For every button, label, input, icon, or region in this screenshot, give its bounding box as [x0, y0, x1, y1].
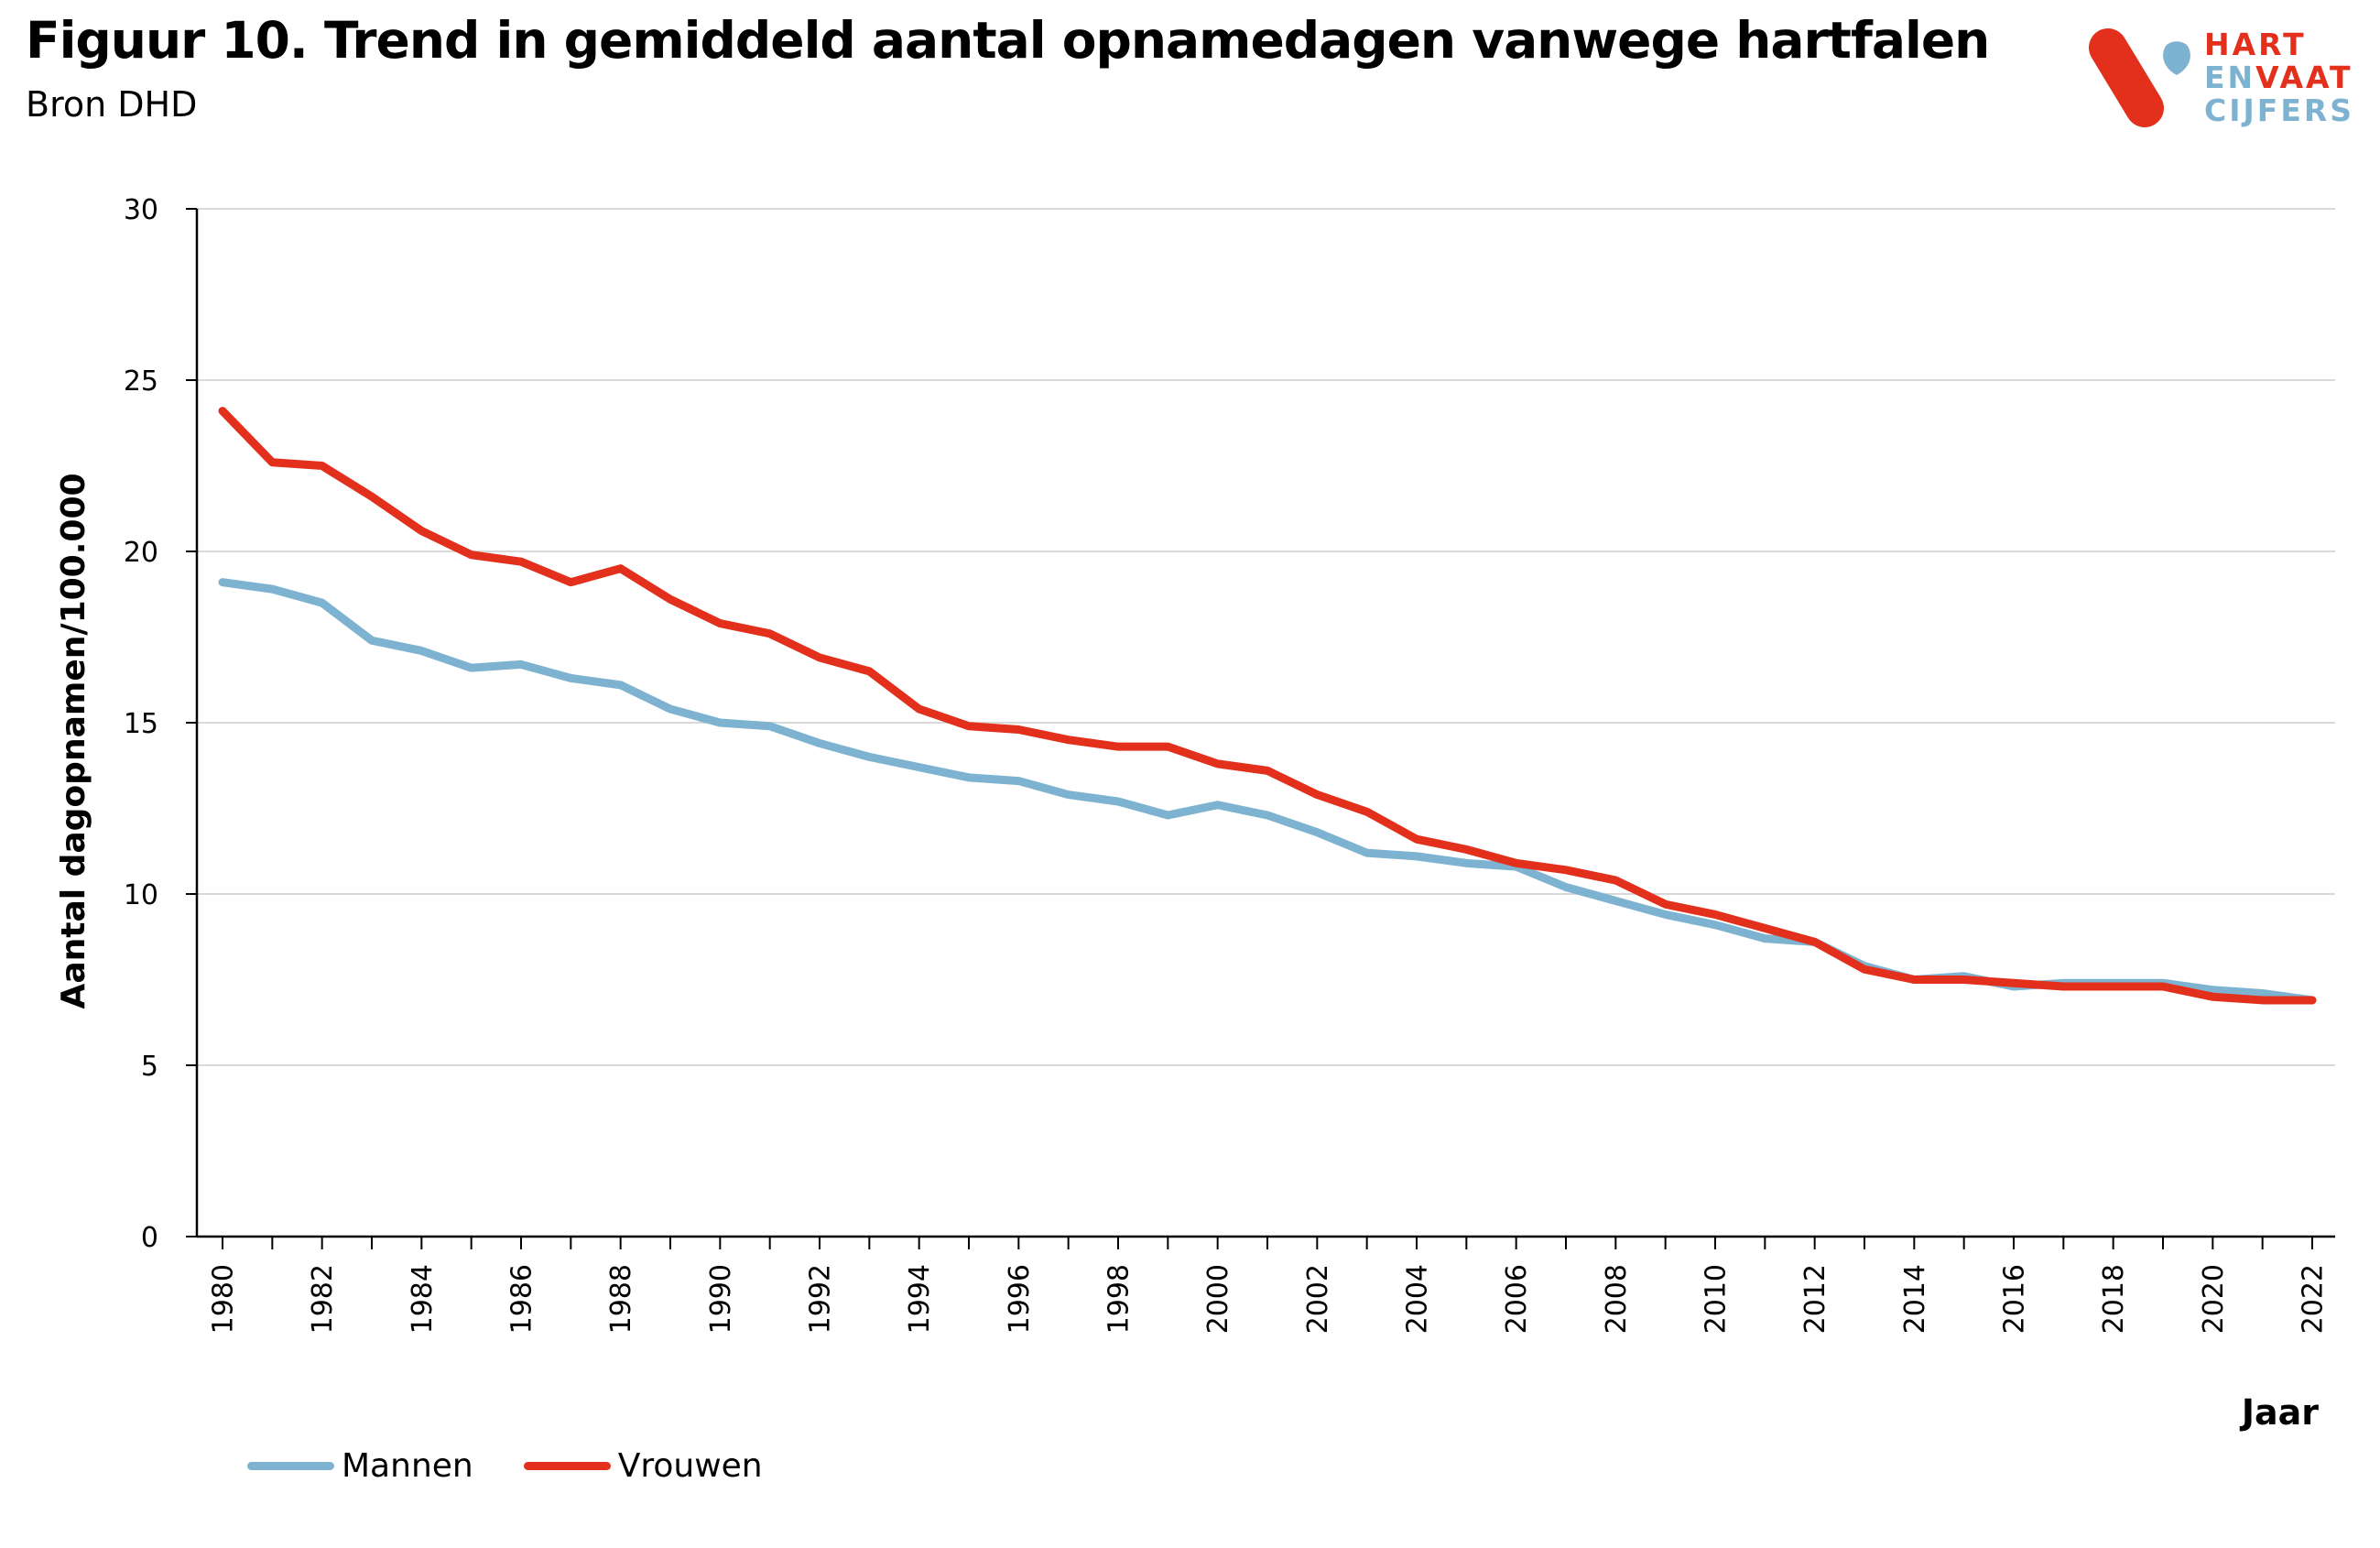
- logo-text-line1: HART: [2204, 27, 2307, 62]
- logo-text-line2: ENVAAT: [2204, 60, 2353, 95]
- x-tick-label: 2018: [2098, 1264, 2130, 1334]
- x-tick-label: 1984: [407, 1264, 439, 1334]
- x-tick-label: 2016: [1999, 1264, 2031, 1334]
- y-tick-label: 0: [141, 1222, 158, 1254]
- y-tick-label: 25: [124, 365, 158, 398]
- page-subtitle: Bron DHD: [26, 84, 198, 125]
- y-tick-label: 30: [124, 194, 158, 226]
- x-tick-label: 1998: [1103, 1264, 1136, 1334]
- y-axis-label: Aantal dagopnamen/100.000: [55, 473, 92, 1008]
- x-tick-label: 2004: [1402, 1264, 1434, 1334]
- x-tick-label: 2008: [1601, 1264, 1633, 1334]
- y-tick-label: 5: [141, 1051, 158, 1083]
- x-tick-label: 2006: [1501, 1264, 1533, 1334]
- x-tick-label: 1988: [605, 1264, 637, 1334]
- legend-item-vrouwen: Vrouwen: [523, 1446, 763, 1485]
- logo-icon: [2089, 28, 2190, 127]
- x-tick-label: 2014: [1899, 1264, 1931, 1334]
- x-tick-label: 1986: [506, 1264, 538, 1334]
- legend-item-mannen: Mannen: [247, 1447, 473, 1485]
- legend-swatch-mannen: [247, 1461, 334, 1470]
- x-tick-label: 2010: [1701, 1264, 1733, 1334]
- chart-legend: Mannen Vrouwen: [247, 1443, 813, 1488]
- legend-swatch-vrouwen: [523, 1461, 611, 1470]
- x-tick-label: 2002: [1302, 1264, 1334, 1334]
- logo-text-line3: CIJFERS: [2204, 93, 2355, 128]
- x-tick-label: 1982: [307, 1264, 339, 1334]
- x-tick-label: 2000: [1202, 1264, 1234, 1334]
- x-axis-label: Jaar: [2239, 1392, 2319, 1433]
- y-tick-label: 10: [124, 879, 158, 911]
- series-line-vrouwen: [218, 407, 2317, 1005]
- legend-label-vrouwen: Vrouwen: [617, 1446, 763, 1485]
- x-tick-label: 2020: [2198, 1264, 2230, 1334]
- y-tick-label: 15: [124, 708, 158, 740]
- x-tick-label: 2022: [2298, 1264, 2330, 1334]
- x-tick-label: 1992: [805, 1264, 837, 1334]
- page-title: Figuur 10. Trend in gemiddeld aantal opn…: [26, 11, 1990, 70]
- x-tick-label: 1996: [1004, 1264, 1036, 1334]
- x-tick-label: 1980: [208, 1264, 240, 1334]
- series-line-mannen: [218, 578, 2317, 1005]
- x-tick-label: 1994: [904, 1264, 936, 1334]
- legend-label-mannen: Mannen: [342, 1446, 473, 1485]
- x-tick-label: 1990: [705, 1264, 737, 1334]
- x-tick-label: 2012: [1799, 1264, 1831, 1334]
- y-tick-label: 20: [124, 537, 158, 569]
